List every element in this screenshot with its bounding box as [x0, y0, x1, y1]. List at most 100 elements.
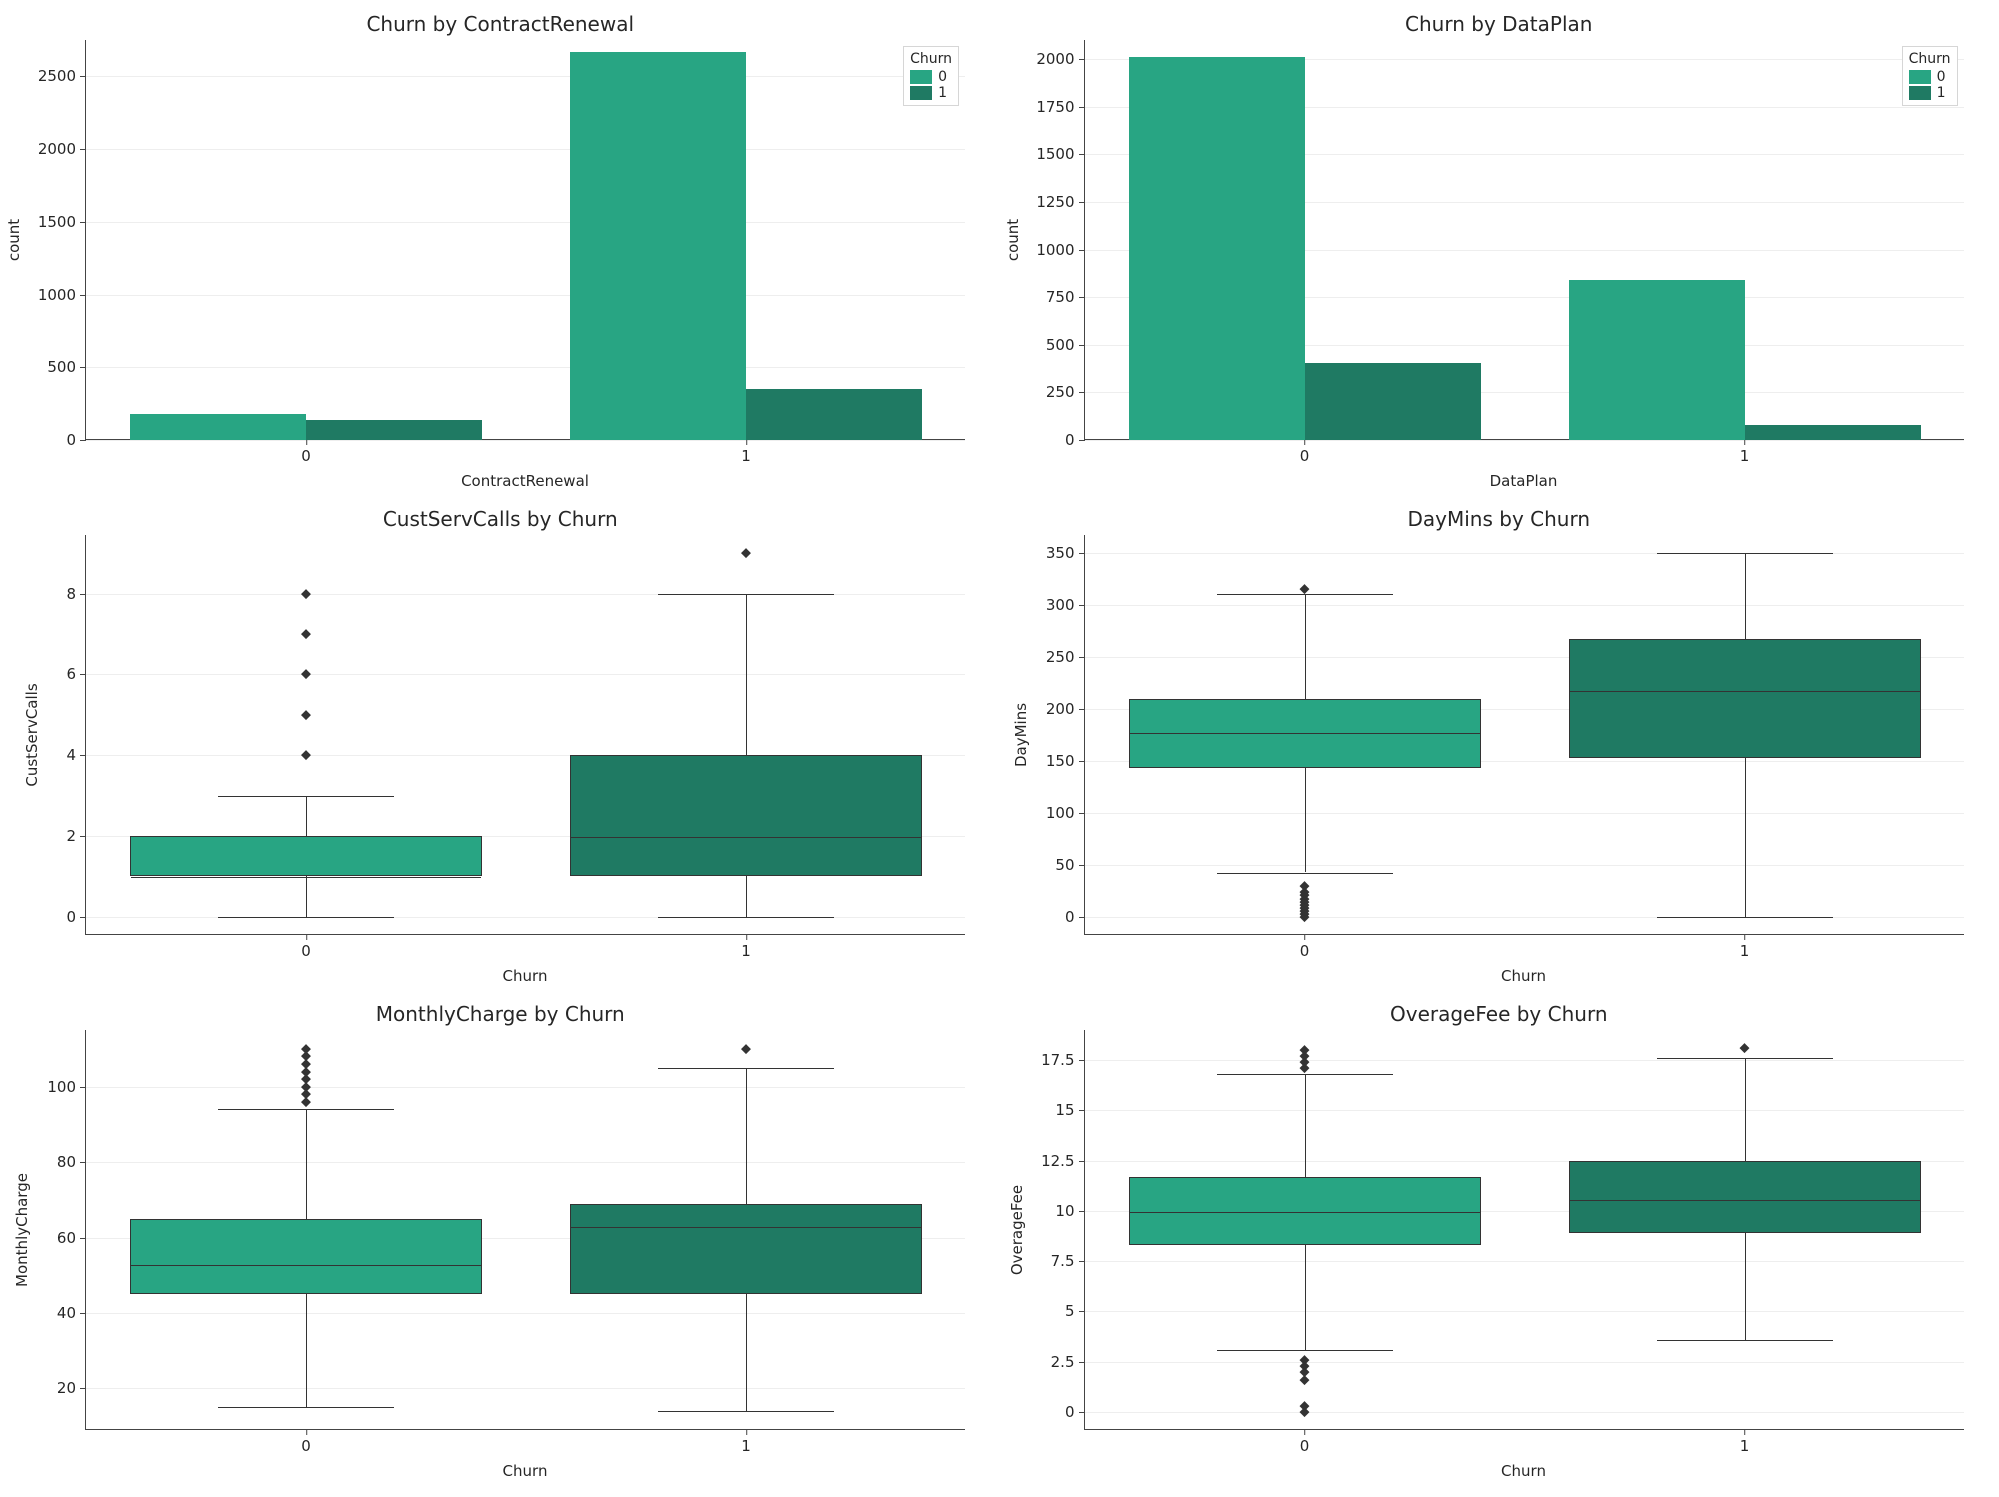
- bar: [1305, 363, 1481, 440]
- gridline: [1085, 605, 1964, 606]
- x-axis-label: Churn: [503, 967, 548, 985]
- panel-title: DayMins by Churn: [1009, 507, 1990, 531]
- box: [130, 836, 482, 876]
- y-tick-label: 50: [1055, 856, 1084, 874]
- y-tick-label: 12.5: [1041, 1152, 1084, 1170]
- y-tick-label: 100: [47, 1078, 86, 1096]
- legend-swatch: [1909, 70, 1931, 84]
- panel-title: CustServCalls by Churn: [10, 507, 991, 531]
- bar: [570, 52, 746, 440]
- y-tick-label: 100: [1046, 804, 1085, 822]
- median-line: [131, 1265, 481, 1266]
- panel-p5: MonthlyCharge by Churn2040608010001◆◆◆◆◆…: [10, 1000, 991, 1487]
- y-axis-label: DayMins: [1012, 703, 1030, 767]
- chart-grid: Churn by ContractRenewal0500100015002000…: [10, 10, 1989, 1487]
- y-tick-label: 0: [1065, 1403, 1085, 1421]
- whisker-cap: [1217, 1350, 1393, 1351]
- y-tick-label: 500: [1046, 336, 1085, 354]
- gridline: [86, 76, 965, 77]
- y-tick-label: 0: [66, 431, 86, 449]
- gridline: [1085, 1412, 1964, 1413]
- y-tick-label: 250: [1046, 648, 1085, 666]
- box: [1569, 639, 1921, 758]
- whisker-cap: [658, 917, 834, 918]
- bar: [1745, 425, 1921, 440]
- legend-label: 0: [1937, 69, 1946, 85]
- plot-area: 02505007501000125015001750200001Churn01: [1084, 40, 1964, 440]
- whisker: [746, 1294, 747, 1411]
- whisker-cap: [1657, 553, 1833, 554]
- plot-area: 02.557.51012.51517.501◆◆◆◆◆◆◆◆◆◆◆: [1084, 1030, 1964, 1430]
- outlier: ◆: [301, 668, 311, 681]
- y-tick-label: 0: [66, 908, 86, 926]
- whisker-cap: [658, 1068, 834, 1069]
- x-axis-label: Churn: [1501, 967, 1546, 985]
- gridline: [1085, 865, 1964, 866]
- y-tick-label: 5: [1065, 1302, 1085, 1320]
- outlier: ◆: [301, 627, 311, 640]
- box: [1129, 1177, 1481, 1245]
- outlier: ◆: [1300, 583, 1310, 596]
- gridline: [86, 295, 965, 296]
- legend-item: 1: [1909, 85, 1951, 101]
- gridline: [1085, 440, 1964, 441]
- legend-item: 0: [910, 69, 952, 85]
- outlier: ◆: [1300, 880, 1310, 893]
- whisker: [1305, 594, 1306, 698]
- y-tick-label: 1750: [1036, 98, 1084, 116]
- y-tick-label: 1250: [1036, 193, 1084, 211]
- outlier: ◆: [1740, 1042, 1750, 1055]
- whisker: [746, 594, 747, 756]
- y-tick-label: 250: [1046, 383, 1085, 401]
- x-tick-label: 0: [1300, 934, 1310, 960]
- y-tick-label: 2.5: [1051, 1353, 1085, 1371]
- whisker-cap: [1657, 917, 1833, 918]
- whisker-cap: [218, 1407, 394, 1408]
- whisker: [1745, 758, 1746, 917]
- y-tick-label: 2000: [38, 140, 86, 158]
- x-tick-label: 0: [1300, 1429, 1310, 1455]
- x-axis-label: Churn: [503, 1462, 548, 1480]
- legend-swatch: [910, 86, 932, 100]
- outlier: ◆: [301, 587, 311, 600]
- gridline: [86, 1162, 965, 1163]
- box: [1129, 699, 1481, 769]
- median-line: [1570, 1200, 1920, 1201]
- y-tick-label: 1500: [1036, 145, 1084, 163]
- y-axis-label: count: [5, 219, 23, 261]
- legend-swatch: [1909, 86, 1931, 100]
- gridline: [1085, 1110, 1964, 1111]
- gridline: [86, 1313, 965, 1314]
- y-tick-label: 1000: [38, 286, 86, 304]
- gridline: [86, 149, 965, 150]
- x-tick-label: 1: [741, 439, 751, 465]
- legend-label: 1: [1937, 85, 1946, 101]
- whisker: [746, 1068, 747, 1204]
- x-tick-label: 1: [741, 1429, 751, 1455]
- y-tick-label: 750: [1046, 288, 1085, 306]
- legend-swatch: [910, 70, 932, 84]
- y-tick-label: 10: [1055, 1202, 1084, 1220]
- y-tick-label: 2000: [1036, 50, 1084, 68]
- y-tick-label: 2500: [38, 67, 86, 85]
- x-axis-label: Churn: [1501, 1462, 1546, 1480]
- y-axis-label: MonthlyCharge: [13, 1173, 31, 1287]
- whisker: [306, 876, 307, 916]
- legend: Churn01: [903, 46, 959, 106]
- median-line: [1570, 691, 1920, 692]
- bar: [306, 420, 482, 440]
- plot-area: 0246801◆◆◆◆◆◆: [85, 535, 965, 935]
- gridline: [86, 674, 965, 675]
- y-axis-label: OverageFee: [1008, 1185, 1026, 1275]
- panel-title: MonthlyCharge by Churn: [10, 1002, 991, 1026]
- panel-p6: OverageFee by Churn02.557.51012.51517.50…: [1009, 1000, 1990, 1487]
- bar: [1569, 280, 1745, 440]
- y-tick-label: 20: [57, 1379, 86, 1397]
- x-tick-label: 1: [1740, 934, 1750, 960]
- gridline: [86, 222, 965, 223]
- panel-p4: DayMins by Churn05010015020025030035001◆…: [1009, 505, 1990, 992]
- legend-item: 1: [910, 85, 952, 101]
- whisker: [1745, 1058, 1746, 1161]
- x-tick-label: 0: [301, 439, 311, 465]
- x-tick-label: 0: [301, 934, 311, 960]
